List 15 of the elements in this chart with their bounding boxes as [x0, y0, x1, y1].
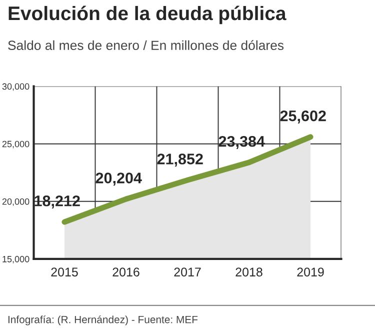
y-tick-label: 25,000 [2, 140, 30, 148]
text: Infografía: (R. Hernández) - Fuente: MEF [8, 315, 198, 326]
data-label: 20,204 [96, 172, 142, 186]
data-label: 21,852 [157, 154, 203, 167]
data-label: 25,602 [280, 110, 326, 124]
y-tick-label: 15,000 [2, 256, 30, 264]
x-tick-label: 2019 [297, 268, 324, 276]
chart-subtitle: Saldo al mes de enero / En millones de dólares [8, 40, 284, 50]
chart-title: Evolución de la deuda pública [8, 6, 286, 24]
x-tick-label: 2015 [51, 268, 78, 276]
x-tick-label: 2018 [236, 268, 262, 276]
y-tick-label: 20,000 [2, 198, 30, 206]
x-tick-label: 2017 [174, 268, 201, 276]
x-tick-label: 2016 [112, 268, 140, 276]
y-tick-label: 30,000 [2, 83, 30, 91]
